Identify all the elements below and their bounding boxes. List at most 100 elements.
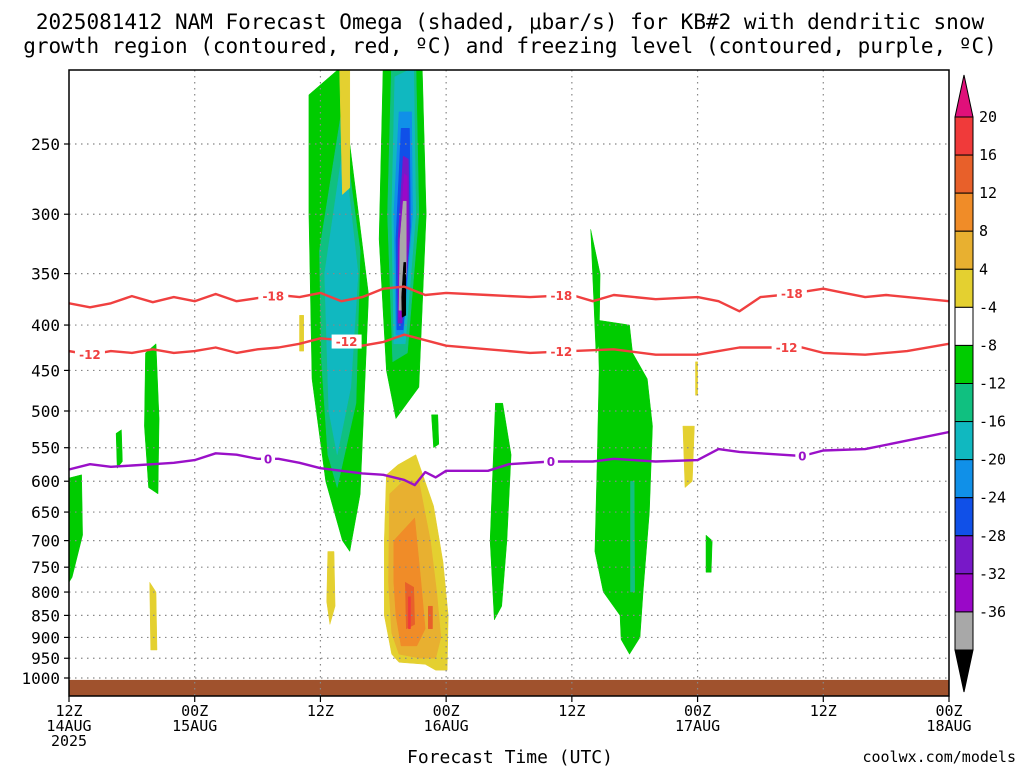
x-tick-label-0-2: 2025 [51,732,87,750]
omega-region-32 [428,605,433,630]
y-tick-label-950: 950 [31,649,60,668]
y-tick-label-850: 850 [31,606,60,625]
y-tick-label-600: 600 [31,472,60,491]
chart-title-line-2: growth region (contoured, red, ºC) and f… [23,34,997,58]
colorbar-swatch-8 [954,421,974,461]
colorbar-swatch-2 [954,192,974,232]
y-tick-label-400: 400 [31,316,60,335]
colorbar-top-arrow [954,74,974,118]
omega-region-14 [144,343,160,495]
contour-line-2 [69,430,949,487]
y-tick-label-800: 800 [31,583,60,602]
omega-region-16 [489,402,512,621]
omega-region-13 [115,429,123,469]
omega-region-22 [299,315,304,352]
colorbar-swatch-1 [954,154,974,194]
x-tick-label-4-0: 12Z [558,702,585,720]
x-tick-label-7-0: 00Z [935,702,962,720]
y-tick-label-650: 650 [31,503,60,522]
colorbar-label-2: 12 [979,184,997,202]
y-tick-label-550: 550 [31,439,60,458]
omega-region-29 [393,517,426,647]
colorbar-label-7: -12 [979,375,1006,393]
contour-label-bg-2-1 [543,454,558,469]
colorbar-label-0: 20 [979,108,997,126]
x-tick-label-2-0: 12Z [307,702,334,720]
omega-region-15 [431,414,440,448]
colorbar-swatch-6 [954,344,974,384]
contour-label-bg-1-0 [74,347,105,362]
x-tick-label-7-1: 18AUG [926,717,971,735]
omega-colorbar-legend: 20 16 12 8 4 -4 -8 -12 -16 -20 -24 -28 -32 -36 [954,74,1006,693]
y-tick-label-750: 750 [31,558,60,577]
grid-lines [69,70,949,696]
contour-label-0-0: -18 [262,289,284,303]
colorbar-label-4: 4 [979,260,988,278]
contour-label-1-3: -12 [776,341,798,355]
contour-label-2-0: 0 [264,452,272,466]
y-tick-label-700: 700 [31,532,60,551]
colorbar-label-11: -28 [979,527,1006,545]
contour-label-1-0: -12 [79,348,101,362]
contour-label-bg-2-2 [795,449,810,464]
colorbar-label-6: -8 [979,336,997,354]
contour-label-bg-1-3 [771,340,802,355]
colorbar-label-3: 8 [979,222,988,240]
colorbar-swatch-7 [954,383,974,423]
terrain-ground [69,679,949,696]
colorbar-label-12: -32 [979,565,1006,583]
colorbar-swatch-0 [954,116,974,156]
omega-shaded-regions [69,70,713,671]
contour-label-bg-0-2 [776,286,807,301]
x-tick-label-1-1: 15AUG [172,717,217,735]
contour-label-bg-0-1 [546,288,577,303]
colorbar-swatch-5 [954,306,974,346]
terrain-band [69,679,949,696]
contour-label-0-1: -18 [551,289,573,303]
y-tick-label-500: 500 [31,402,60,421]
contour-label-bg-0-0 [258,288,289,303]
y-tick-label-300: 300 [31,205,60,224]
x-axis-label: Forecast Time (UTC) [407,747,613,768]
contour-label-bg-1-2 [546,344,577,359]
omega-region-12 [69,474,83,583]
colorbar-swatch-4 [954,268,974,308]
colorbar-label-8: -16 [979,413,1006,431]
contour-label-2-2: 0 [798,450,806,464]
y-tick-label-350: 350 [31,265,60,284]
x-tick-label-3-1: 16AUG [424,717,469,735]
omega-region-23 [326,551,336,625]
chart-title-line-1: 2025081412 NAM Forecast Omega (shaded, μ… [36,10,985,34]
omega-region-31 [408,596,411,630]
x-tick-label-5-0: 00Z [684,702,711,720]
omega-region-21 [339,70,351,195]
colorbar-label-10: -24 [979,489,1006,507]
colorbar-swatch-9 [954,459,974,499]
colorbar-swatch-12 [954,573,974,613]
omega-region-25 [682,425,695,488]
omega-region-24 [149,582,158,651]
omega-region-19 [630,480,635,593]
x-tick-label-0-1: 14AUG [46,717,91,735]
colorbar-label-13: -36 [979,603,1006,621]
x-tick-label-0-0: 12Z [55,702,82,720]
x-tick-label-6-0: 12Z [810,702,837,720]
colorbar-swatch-11 [954,535,974,575]
contour-label-bg-1-1 [331,334,362,349]
colorbar-label-9: -20 [979,451,1006,469]
colorbar-swatch-3 [954,230,974,270]
contour-label-1-1: -12 [336,335,358,349]
omega-region-20 [705,534,713,573]
x-tick-label-1-0: 00Z [181,702,208,720]
plot-frame [68,69,950,697]
contour-line-0 [69,285,949,313]
contour-line-1 [69,333,949,356]
colorbar-bottom-arrow [954,649,974,693]
y-tick-label-450: 450 [31,361,60,380]
colorbar-swatch-13 [954,611,974,651]
x-tick-label-5-1: 17AUG [675,717,720,735]
y-tick-label-1000: 1000 [21,669,60,688]
contour-label-1-2: -12 [551,345,573,359]
